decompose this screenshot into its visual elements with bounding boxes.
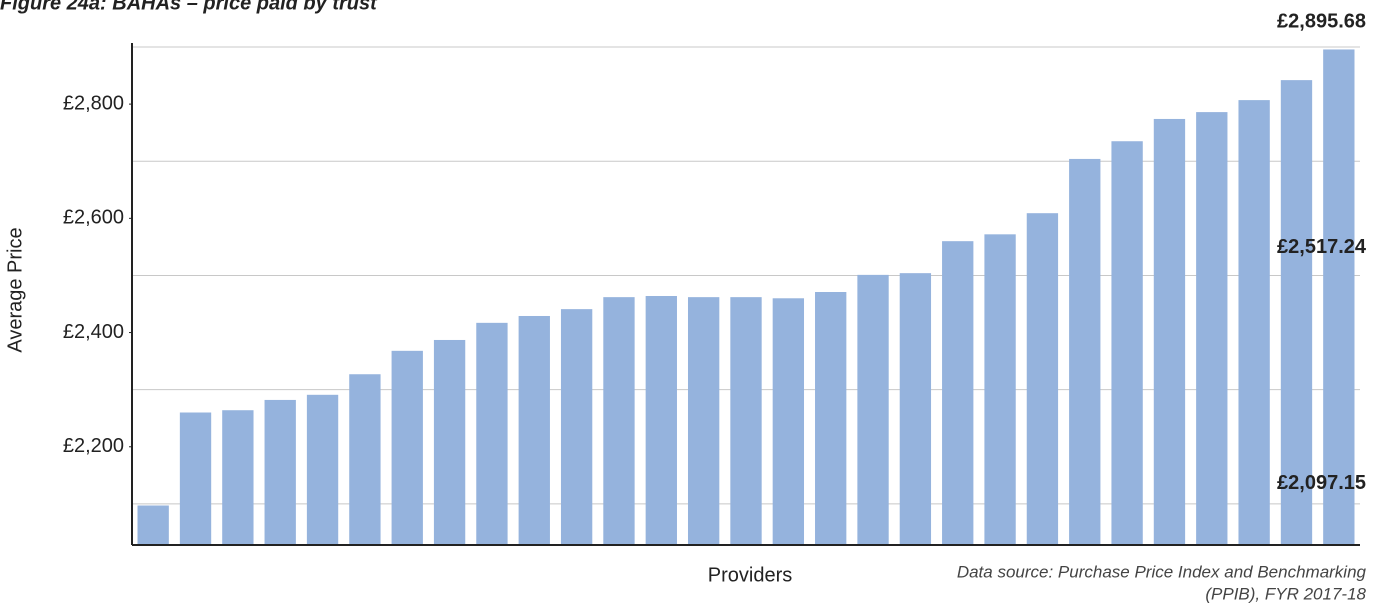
y-tick-label: £2,600 xyxy=(63,207,124,229)
bar xyxy=(942,241,974,545)
bar xyxy=(1069,158,1101,545)
bar xyxy=(730,297,762,545)
bar xyxy=(899,273,932,545)
bar xyxy=(815,292,847,545)
bar xyxy=(476,322,508,545)
bar xyxy=(560,309,593,545)
bar xyxy=(349,374,381,545)
bar xyxy=(391,350,423,545)
y-tick-label: £2,400 xyxy=(63,321,124,343)
bar xyxy=(264,399,296,545)
bar xyxy=(1280,80,1313,546)
bar xyxy=(645,296,677,545)
bar xyxy=(433,339,466,545)
bar xyxy=(179,412,212,545)
bar xyxy=(1111,141,1143,546)
bar xyxy=(687,297,720,545)
chart-title: Figure 24a: BAHAs – price paid by trust xyxy=(0,0,378,14)
source-note: (PPIB), FYR 2017-18 xyxy=(1205,584,1366,603)
y-tick-label: £2,200 xyxy=(63,435,124,457)
bar xyxy=(857,274,889,545)
bar xyxy=(1026,213,1059,545)
bar xyxy=(1153,118,1186,546)
bar xyxy=(137,505,169,545)
annotation: £2,517.24 xyxy=(1277,236,1367,258)
annotation: £2,097.15 xyxy=(1277,472,1366,494)
bar xyxy=(306,394,339,545)
bar xyxy=(603,297,635,545)
bar xyxy=(1196,112,1228,546)
source-note: Data source: Purchase Price Index and Be… xyxy=(957,562,1367,581)
bar xyxy=(518,315,550,545)
bar xyxy=(1323,49,1355,545)
x-axis-label: Providers xyxy=(708,564,792,586)
bar xyxy=(222,410,254,545)
bar xyxy=(772,298,805,545)
y-tick-label: £2,800 xyxy=(63,92,124,114)
annotation: £2,895.68 xyxy=(1277,11,1366,33)
y-axis-label: Average Price xyxy=(4,227,26,352)
bar xyxy=(984,234,1016,545)
bar xyxy=(1238,100,1270,545)
